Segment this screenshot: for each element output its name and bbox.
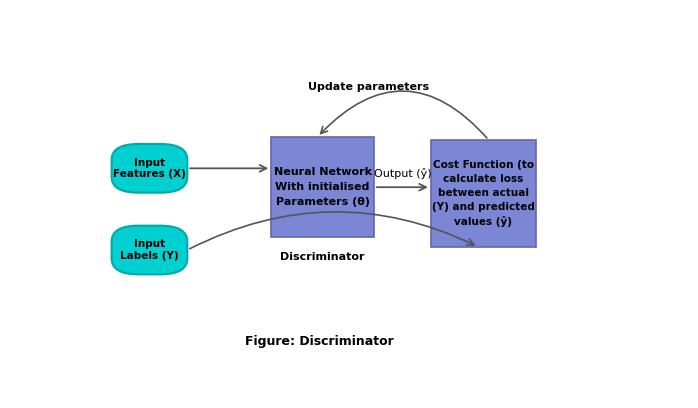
Text: Discriminator: Discriminator (281, 252, 365, 262)
Text: Output (ŷ): Output (ŷ) (373, 169, 431, 180)
FancyBboxPatch shape (431, 140, 536, 247)
FancyBboxPatch shape (112, 144, 187, 193)
Text: Input
Labels (Y): Input Labels (Y) (120, 239, 179, 261)
Text: Figure: Discriminator: Figure: Discriminator (246, 335, 394, 348)
Text: Neural Network
With initialised
Parameters (θ): Neural Network With initialised Paramete… (274, 167, 371, 207)
Text: Cost Function (to
calculate loss
between actual
(Y) and predicted
values (ŷ): Cost Function (to calculate loss between… (432, 160, 535, 227)
FancyBboxPatch shape (271, 137, 374, 237)
Text: Update parameters: Update parameters (308, 82, 429, 92)
FancyBboxPatch shape (112, 226, 187, 274)
Text: Input
Features (X): Input Features (X) (113, 157, 186, 179)
